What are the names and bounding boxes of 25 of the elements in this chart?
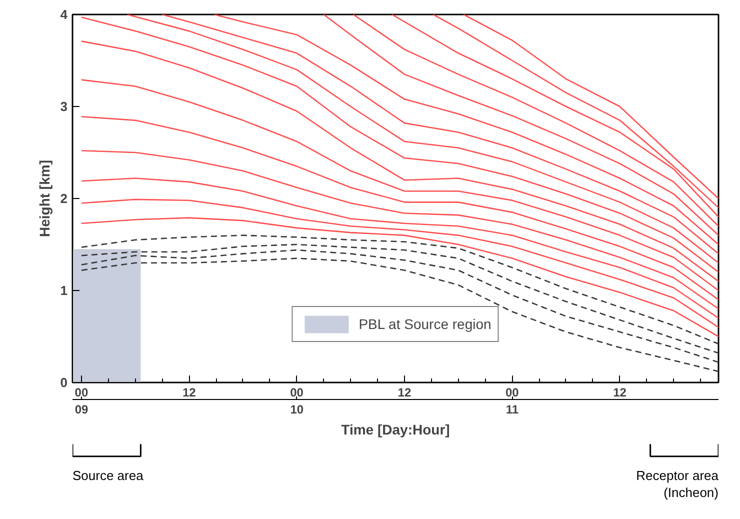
x-tick-label: 00: [505, 386, 520, 400]
line-series: [80, 116, 718, 300]
line-series: [80, 217, 718, 338]
line-series: [80, 234, 718, 345]
x-tick-label: 12: [613, 386, 627, 400]
line-series: [80, 79, 718, 292]
line-series: [80, 178, 718, 319]
text: Receptor area (Incheon): [636, 468, 720, 500]
x-tick-label: 00: [74, 386, 88, 400]
x2-axis-title: Time [Day:Hour]: [341, 422, 450, 438]
y-tick-label: 4: [60, 7, 68, 22]
x-tick-label: 12: [398, 386, 412, 400]
x2-tick-label: 10: [290, 402, 304, 416]
y-tick-label: 0: [60, 375, 68, 390]
legend-label: PBL at Source region: [358, 316, 492, 332]
y-tick-label: 2: [60, 191, 68, 206]
y-axis-title: Height [km]: [36, 160, 52, 237]
source-note: Source area: [72, 468, 144, 483]
line-series: [80, 150, 718, 310]
y-tick-label: 3: [60, 99, 68, 114]
x2-tick-label: 09: [74, 402, 89, 416]
x-tick-label: 12: [182, 386, 196, 400]
x-tick-label: 00: [290, 386, 304, 400]
x2-tick-label: 11: [506, 402, 519, 416]
y-tick-label: 1: [60, 283, 68, 298]
